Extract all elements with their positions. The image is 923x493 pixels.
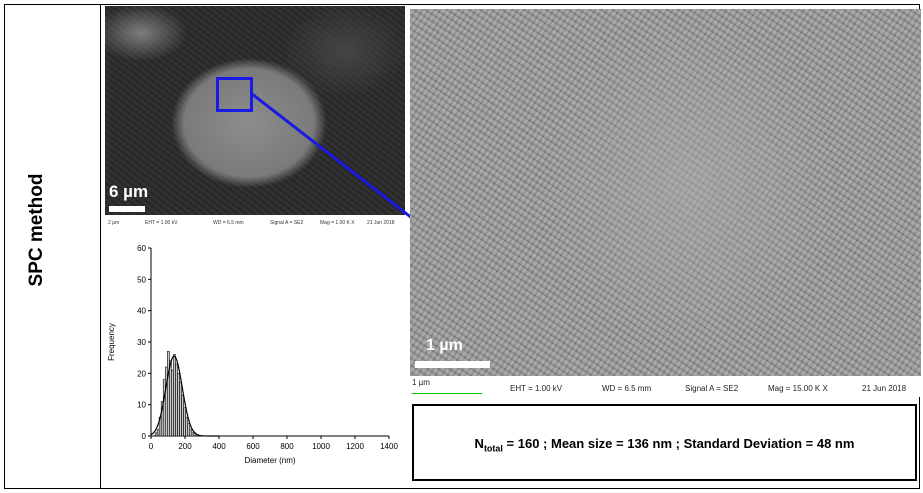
info-scale: 2 µm bbox=[108, 220, 120, 226]
histogram-bar bbox=[169, 360, 172, 437]
info-date: 21 Jun 2018 bbox=[367, 220, 395, 226]
x-axis-label: Diameter (nm) bbox=[244, 456, 295, 465]
info-wd: WD = 6.5 mm bbox=[602, 384, 652, 393]
histogram-bar bbox=[171, 369, 174, 437]
histogram-bar bbox=[162, 379, 166, 437]
x-tick-label: 0 bbox=[149, 442, 154, 451]
sem-texture-overview bbox=[105, 6, 405, 231]
y-tick-label: 30 bbox=[137, 338, 146, 347]
y-tick-label: 50 bbox=[137, 275, 146, 284]
histogram-bar bbox=[179, 382, 182, 437]
y-tick-label: 20 bbox=[137, 369, 146, 378]
sem-info-bar-zoomed: 1 µm EHT = 1.00 kV WD = 6.5 mm Signal A … bbox=[410, 376, 921, 397]
info-green-bar bbox=[412, 393, 482, 394]
histogram-bar bbox=[187, 423, 191, 437]
info-eht: EHT = 1.00 kV bbox=[145, 220, 178, 226]
scale-label-zoomed: 1 µm bbox=[426, 337, 463, 354]
histogram-bar bbox=[177, 373, 180, 437]
x-tick-label: 600 bbox=[246, 442, 260, 451]
y-tick-label: 0 bbox=[142, 432, 147, 441]
y-tick-label: 60 bbox=[137, 244, 146, 253]
sem-texture-zoomed bbox=[410, 9, 921, 397]
x-tick-label: 400 bbox=[212, 442, 226, 451]
histogram-bar bbox=[185, 416, 189, 437]
histogram-bar bbox=[164, 366, 168, 437]
scale-label-overview: 6 µm bbox=[109, 182, 149, 201]
histogram-bar bbox=[156, 429, 160, 437]
x-tick-label: 1200 bbox=[346, 442, 364, 451]
histogram-bar bbox=[167, 351, 170, 437]
histogram-bar bbox=[175, 363, 178, 437]
stats-n-sub: total bbox=[483, 443, 503, 454]
x-tick-label: 1400 bbox=[380, 442, 398, 451]
histogram-bar bbox=[189, 429, 193, 437]
y-tick-label: 10 bbox=[137, 401, 146, 410]
histogram-bar bbox=[173, 354, 176, 437]
stats-text: Ntotal = 160 ; Mean size = 136 nm ; Stan… bbox=[414, 436, 915, 454]
info-date: 21 Jun 2018 bbox=[862, 384, 907, 393]
x-tick-label: 200 bbox=[178, 442, 192, 451]
stats-box: Ntotal = 160 ; Mean size = 136 nm ; Stan… bbox=[412, 404, 917, 481]
sem-image-zoomed: 1 µm 1 µm EHT = 1.00 kV WD = 6.5 mm Sign… bbox=[410, 9, 921, 397]
sem-info-bar-overview: 2 µm EHT = 1.00 kV WD = 6.5 mm Signal A … bbox=[105, 215, 405, 231]
column-divider bbox=[100, 4, 101, 489]
info-wd: WD = 6.5 mm bbox=[213, 220, 244, 226]
zoom-connector-line bbox=[251, 92, 413, 220]
x-tick-label: 800 bbox=[280, 442, 294, 451]
stats-n-label: N bbox=[474, 436, 484, 451]
histogram-bar bbox=[181, 394, 184, 437]
info-mag: Mag = 15.00 K X bbox=[768, 384, 828, 393]
fit-curve bbox=[150, 355, 219, 437]
y-tick-label: 40 bbox=[137, 307, 146, 316]
sem-image-overview: 6 µm 2 µm EHT = 1.00 kV WD = 6.5 mm Sign… bbox=[105, 6, 405, 231]
histogram-bar bbox=[183, 407, 186, 437]
scale-bar-overview bbox=[109, 206, 145, 212]
selection-box bbox=[216, 77, 253, 112]
info-mag: Mag = 1.00 K X bbox=[320, 220, 355, 226]
info-scale: 1 µm bbox=[412, 378, 430, 387]
info-signal: Signal A = SE2 bbox=[685, 384, 739, 393]
info-signal: Signal A = SE2 bbox=[270, 220, 304, 226]
x-tick-label: 1000 bbox=[312, 442, 330, 451]
scale-bar-zoomed bbox=[415, 361, 490, 368]
y-axis-label: Frequency bbox=[107, 323, 116, 361]
info-eht: EHT = 1.00 kV bbox=[510, 384, 563, 393]
histogram-bar bbox=[191, 432, 195, 437]
histogram-bar bbox=[154, 432, 158, 437]
stats-rest: = 160 ; Mean size = 136 nm ; Standard De… bbox=[502, 436, 855, 451]
